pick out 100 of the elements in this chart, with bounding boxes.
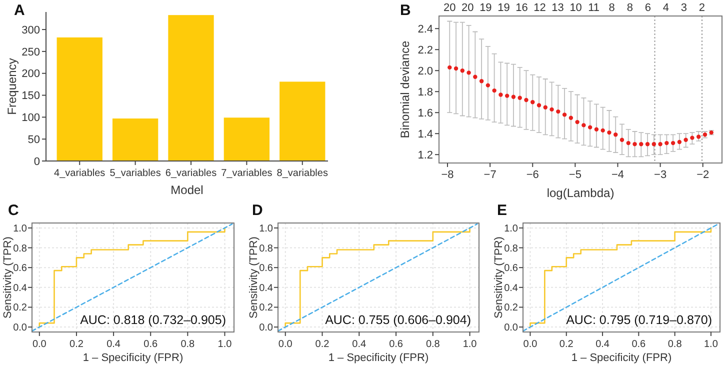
y-tick-label: 0.4 [13,282,28,294]
y-tick-label: 1.0 [504,223,518,234]
y-tick-label: 0.0 [504,322,518,334]
point [670,140,676,146]
point [677,140,682,144]
y-tick-label: 0.6 [13,263,28,274]
x-tick-label: 1.0 [462,339,478,350]
point [562,112,567,117]
x-tick-label: −6 [526,169,539,181]
x-tick-label: 1.0 [218,339,232,350]
x-tick-label: −4 [611,169,624,181]
y-tick-label: 2.0 [418,65,433,78]
x-tick-label: −7 [484,169,496,181]
point [486,83,490,88]
text: 10 [570,2,582,14]
y-tick-label: 0.8 [259,243,274,254]
point [460,68,465,73]
y-tick-label: 0.6 [259,263,274,274]
point [620,138,624,142]
y-tick-label: 150 [22,90,40,102]
y-tick-label: 1.0 [13,223,28,234]
x-tick-label: 0.8 [426,339,440,350]
x-tick-label: −2 [696,169,710,181]
x-tick-label: −8 [441,169,454,181]
point [466,70,471,75]
point [600,128,605,133]
x-tick-label: 0.6 [632,339,646,350]
x-tick-label: 0.8 [668,339,682,350]
point [632,142,637,146]
point [492,88,496,93]
x-tick-label: 4_variables [54,168,106,179]
y-tick-label: 0.8 [13,243,28,254]
point [696,134,701,139]
point [479,79,484,84]
x-tick-label: 1.0 [704,339,718,350]
bar [280,82,326,161]
x-tick-label: 6_variables [165,168,217,179]
y-axis-title: Sensitivity (TPR) [248,236,260,318]
point [652,142,656,146]
y-axis-title: Binomial deviance [398,40,412,138]
point [645,142,650,146]
y-tick-label: 0.2 [13,302,28,314]
text: 2 [698,2,706,14]
point [658,142,662,146]
text: 19 [498,2,510,14]
x-tick-label: 0.2 [559,339,574,350]
y-tick-label: 0.0 [259,322,274,334]
point [588,125,592,130]
y-tick-label: 1.6 [418,107,433,120]
text: 6 [644,2,651,14]
text: 11 [588,2,600,14]
point [454,66,458,71]
text: 12 [534,2,546,14]
x-tick-label: −5 [568,169,582,181]
point [448,65,452,70]
chart-title: D [252,202,263,219]
point [524,98,528,102]
y-tick-label: 0.2 [504,302,518,314]
text: 20 [444,2,456,14]
x-axis-title: log(Lambda) [546,186,614,200]
y-tick-label: 1.0 [259,223,274,234]
point [530,100,535,104]
y-tick-label: 1.2 [418,149,433,162]
x-tick-label: 0.8 [180,339,196,350]
chart-title: B [400,2,411,19]
text: 16 [516,2,528,14]
point [582,123,586,128]
x-tick-label: 0.4 [106,339,121,350]
point [543,105,548,110]
y-axis-title: Sensitivity (TPR) [492,236,505,318]
point [639,142,644,146]
x-tick-label: 0.6 [144,339,158,350]
y-tick-label: 0.0 [13,322,28,334]
point [504,94,510,98]
y-tick-label: 0.2 [259,302,274,314]
x-tick-label: −3 [654,169,667,181]
y-tick-label: 200 [22,68,40,80]
y-tick-label: 250 [22,46,40,58]
y-tick-label: 1.4 [418,128,433,140]
y-tick-label: 1.8 [418,86,433,98]
text: 13 [552,2,564,14]
chart-title: C [8,202,19,219]
x-tick-label: 0.0 [278,339,293,350]
point [626,140,630,146]
point [568,116,574,120]
x-tick-label: 8_variables [276,168,328,179]
annotation: AUC: 0.818 (0.732–0.905) [80,313,226,327]
x-tick-label: 0.2 [315,339,330,350]
point [511,94,516,99]
y-tick-label: 0.8 [504,243,518,254]
x-tick-label: 0.4 [596,339,610,350]
point [498,92,503,97]
y-tick-label: 0.6 [504,263,518,274]
point [607,130,612,135]
chart-title: A [14,2,25,19]
y-tick-label: 2.4 [418,23,433,36]
text: 8 [608,2,615,14]
text: 19 [480,2,492,14]
point [684,138,688,142]
bar [168,15,214,161]
